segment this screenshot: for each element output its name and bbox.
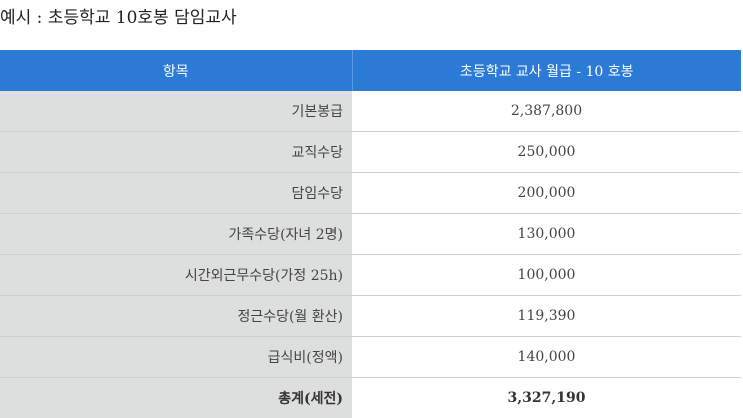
row-item-value: 2,387,800 [352, 91, 741, 132]
salary-table: 항목 초등학교 교사 월급 - 10 호봉 기본봉급 2,387,800 교직수… [0, 50, 741, 418]
row-item-value: 140,000 [352, 336, 741, 378]
table-row: 시간외근무수당(가정 25h) 100,000 [0, 254, 741, 296]
row-item-label: 담임수당 [0, 172, 352, 214]
table-header-row: 항목 초등학교 교사 월급 - 10 호봉 [0, 50, 741, 91]
row-item-label: 정근수당(월 환산) [0, 295, 352, 337]
table-row: 기본봉급 2,387,800 [0, 91, 741, 132]
column-header-item: 항목 [0, 50, 353, 91]
row-item-label: 기본봉급 [0, 91, 352, 132]
table-row: 가족수당(자녀 2명) 130,000 [0, 213, 741, 255]
table-row: 정근수당(월 환산) 119,390 [0, 295, 741, 337]
column-header-salary: 초등학교 교사 월급 - 10 호봉 [352, 50, 741, 91]
row-item-label: 시간외근무수당(가정 25h) [0, 254, 352, 296]
row-item-label: 교직수당 [0, 131, 352, 173]
row-item-label: 급식비(정액) [0, 336, 352, 378]
page-title: 예시 : 초등학교 10호봉 담임교사 [0, 8, 237, 28]
row-item-value: 130,000 [352, 213, 741, 255]
table-row: 교직수당 250,000 [0, 131, 741, 173]
total-label: 총계(세전) [0, 377, 352, 418]
row-item-value: 119,390 [352, 295, 741, 337]
row-item-label: 가족수당(자녀 2명) [0, 213, 352, 255]
row-item-value: 250,000 [352, 131, 741, 173]
table-row: 급식비(정액) 140,000 [0, 336, 741, 378]
table-row: 담임수당 200,000 [0, 172, 741, 214]
row-item-value: 200,000 [352, 172, 741, 214]
total-value: 3,327,190 [352, 377, 741, 418]
row-item-value: 100,000 [352, 254, 741, 296]
table-total-row: 총계(세전) 3,327,190 [0, 377, 741, 418]
